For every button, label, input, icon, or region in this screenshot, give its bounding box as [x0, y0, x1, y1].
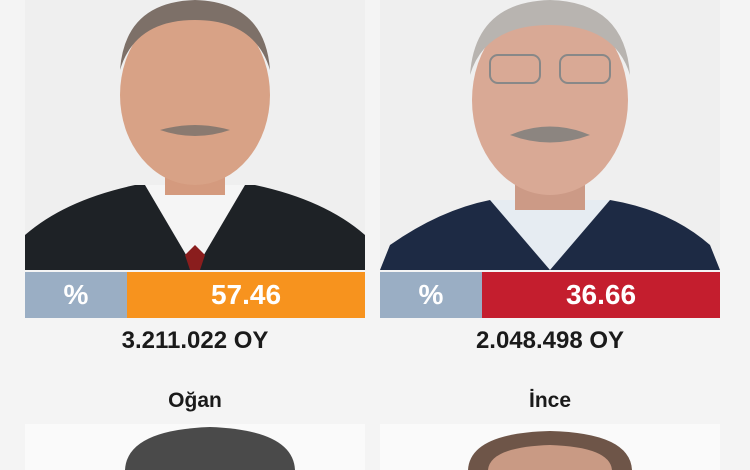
candidate-result-bar: % 57.46	[25, 272, 365, 318]
candidate-result-bar: % 36.66	[380, 272, 720, 318]
vote-count: 2.048.498 OY	[475, 327, 625, 354]
percent-value: 57.46	[127, 272, 365, 318]
candidate-photo	[25, 424, 365, 470]
candidate-photo	[380, 0, 720, 270]
candidate-name: İnce	[528, 389, 572, 412]
candidate-photo	[380, 424, 720, 470]
vote-count: 3.211.022 OY	[121, 327, 269, 354]
percent-label: %	[380, 272, 482, 318]
candidate-photo	[25, 0, 365, 270]
percent-value: 36.66	[482, 272, 720, 318]
percent-label: %	[25, 272, 127, 318]
candidate-name: Oğan	[168, 389, 222, 412]
